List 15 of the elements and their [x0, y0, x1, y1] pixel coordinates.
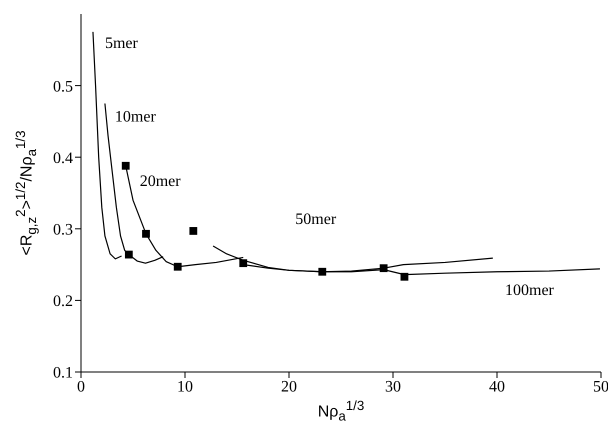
y-tick-label: 0.5 [53, 78, 73, 96]
y-tick-label: 0.3 [53, 221, 73, 238]
x-tick-label: 0 [77, 378, 85, 396]
series-label: 10mer [114, 108, 156, 126]
x-tick-label: 20 [281, 378, 297, 396]
y-tick-label: 0.1 [53, 364, 73, 382]
text: 50mer [295, 210, 337, 228]
series-label: 20mer [140, 172, 182, 190]
series-label: 100mer [505, 282, 555, 300]
y-tick-label: 0.4 [53, 150, 73, 167]
y-tick-label: 0.2 [53, 293, 73, 310]
x-tick-label: 40 [489, 378, 505, 396]
x-tick-label: 10 [177, 378, 193, 396]
series-label: 5mer [104, 34, 139, 52]
x-tick-label: 30 [385, 378, 401, 396]
